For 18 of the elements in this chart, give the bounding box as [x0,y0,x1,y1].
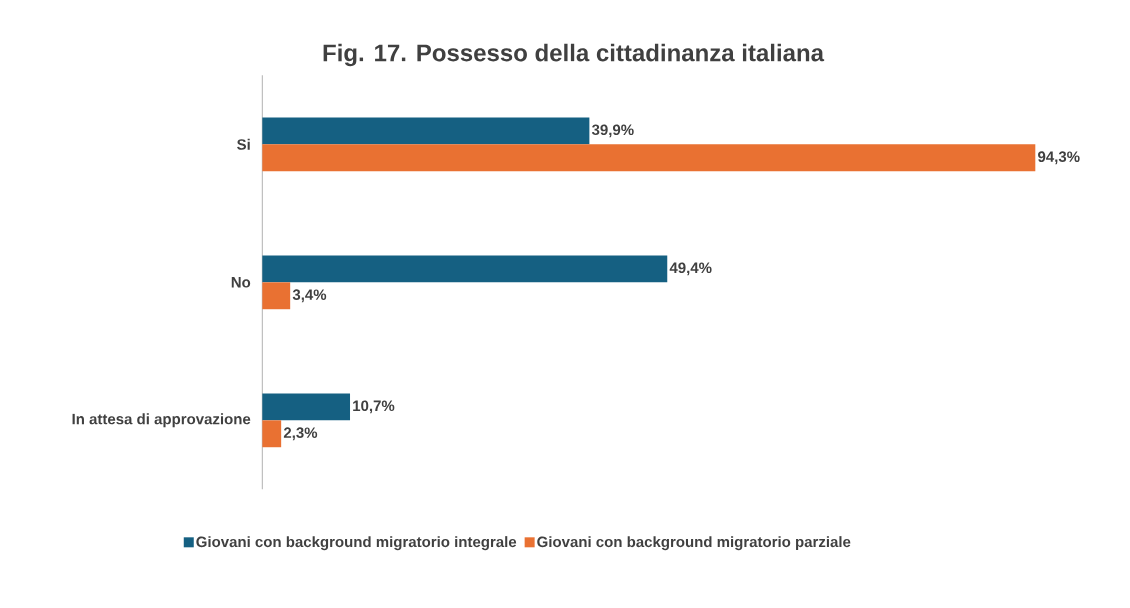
bar [262,255,668,283]
data-label: 3,4% [292,289,327,303]
bar [262,117,590,145]
y-tick-label: Si [237,138,250,150]
data-label: 2,3% [283,427,318,441]
data-label: 94,3% [1038,151,1080,165]
data-label: 10,7% [353,400,395,414]
chart-title: Fig. 17. Possesso della cittadinanza italiana [323,43,825,67]
y-tick-label: In attesa di approvazione [72,413,251,428]
bar [262,393,351,421]
y-tick-label: No [231,277,251,288]
legend-label: Giovani con background migratorio parziale [537,536,851,551]
data-label: 39,9% [591,124,634,138]
bar [262,282,291,310]
bar [262,420,282,448]
legend-label: Giovani con background migratorio integrale [196,536,517,551]
data-label: 49,4% [669,262,712,276]
bar [262,144,1036,172]
